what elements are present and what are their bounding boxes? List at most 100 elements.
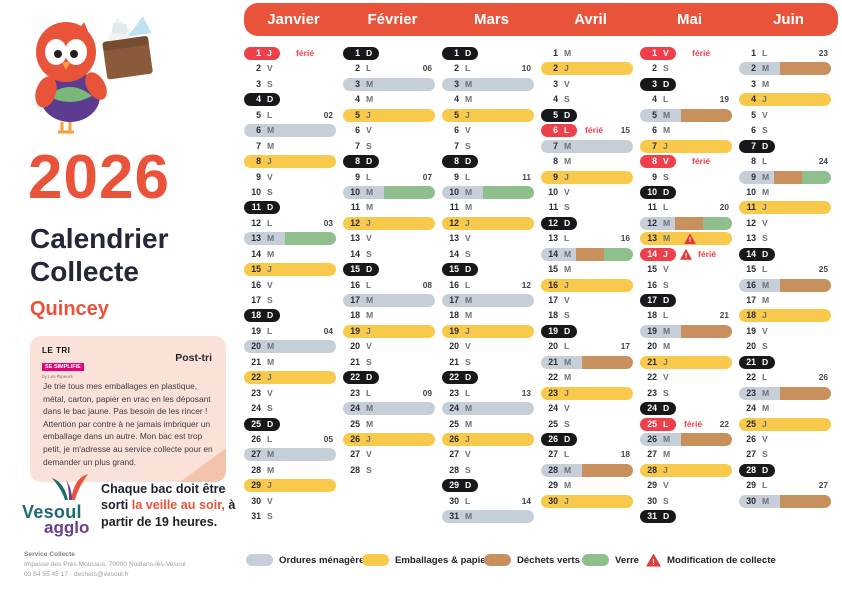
day-letter: D: [564, 325, 571, 336]
day-row: 20 V: [442, 339, 534, 354]
collection-bar-segment-dv: [582, 463, 633, 477]
day-letter: D: [366, 156, 373, 167]
sunday-pill: [640, 402, 676, 416]
day-number: 18: [251, 310, 261, 321]
week-number: 15: [620, 125, 630, 136]
day-letter: M: [465, 418, 473, 429]
collection-bar: [541, 170, 633, 184]
day-letter: M: [762, 279, 770, 290]
collection-bar: [343, 108, 435, 122]
collection-bar-segment-dv: [681, 108, 732, 122]
day-row: 13 S: [739, 231, 831, 246]
day-row: 31 S: [244, 509, 336, 524]
day-letter: J: [366, 433, 371, 444]
holiday-label: férié: [585, 125, 604, 136]
letri-logo-line2: SE SIMPLIFIE: [42, 363, 84, 371]
day-number: 24: [548, 403, 558, 414]
day-row: 22 J: [244, 370, 336, 385]
day-letter: D: [366, 48, 373, 58]
day-row: 11 J: [739, 200, 831, 215]
collection-bar-segment-om: [640, 108, 682, 122]
collection-bar-segment-ep: [343, 108, 435, 122]
day-row: 14 M: [541, 247, 633, 262]
day-row: 28 S: [442, 463, 534, 478]
week-number: 11: [522, 171, 531, 182]
day-number: 21: [251, 356, 261, 367]
day-number: 5: [553, 109, 558, 120]
day-letter: S: [465, 464, 471, 475]
legend-item-ve: Verre: [582, 551, 639, 569]
day-row: 23 L 09: [343, 386, 435, 401]
collection-bar: [343, 77, 435, 91]
week-number: 16: [620, 233, 630, 244]
legend-item-om: Ordures ménagères: [246, 551, 370, 569]
day-number: 13: [251, 233, 261, 244]
contact-line1: Service Collecte: [24, 551, 75, 558]
day-row: 23 M: [739, 386, 831, 401]
sunday-pill: [640, 185, 676, 199]
day-number: 16: [449, 279, 459, 290]
holiday-pill: [541, 124, 577, 138]
collection-bar-segment-om: [244, 448, 336, 462]
day-row: 28 M: [541, 463, 633, 478]
day-row: 16 L 08: [343, 278, 435, 293]
day-number: 13: [350, 233, 360, 244]
holiday-label: férié: [698, 248, 717, 259]
day-letter: M: [564, 140, 572, 151]
day-number: 4: [256, 94, 261, 105]
day-number: 23: [746, 387, 756, 398]
collection-bar-segment-om: [541, 247, 576, 261]
day-number: 9: [355, 171, 360, 182]
day-number: 1: [355, 48, 360, 58]
day-number: 25: [548, 418, 558, 429]
month-title: Janvier: [267, 11, 320, 28]
day-letter: M: [762, 495, 770, 506]
day-row: 30 L 14: [442, 494, 534, 509]
day-row: 20 M: [640, 339, 732, 354]
week-number: 22: [719, 418, 729, 429]
day-row: 17 S: [244, 293, 336, 308]
collection-bar: [541, 386, 633, 400]
day-row: 10 V: [541, 185, 633, 200]
day-row: 11 L 20: [640, 200, 732, 215]
day-number: 29: [647, 480, 657, 491]
day-row: 29 J: [244, 478, 336, 493]
day-number: 26: [449, 433, 459, 444]
day-row: 15 M: [541, 262, 633, 277]
day-row: 31 D: [640, 509, 732, 524]
sunday-pill: [244, 201, 280, 215]
week-number: 07: [422, 171, 432, 182]
day-number: 27: [350, 449, 360, 460]
week-number: 17: [620, 341, 630, 352]
collection-bar: [640, 139, 732, 153]
day-row: 27 S: [739, 447, 831, 462]
collection-bar-segment-ep: [244, 479, 336, 493]
day-letter: V: [663, 372, 669, 383]
week-number: 03: [323, 217, 333, 228]
day-row: 26 J: [343, 432, 435, 447]
day-letter: J: [663, 356, 668, 367]
day-number: 4: [553, 94, 558, 105]
day-number: 12: [548, 217, 558, 228]
day-number: 11: [449, 202, 459, 213]
calendar-title-line1: Calendrier: [30, 223, 169, 254]
collection-bar-segment-ep: [343, 324, 435, 338]
day-number: 26: [647, 433, 657, 444]
vesoul-logo-text2: agglo: [44, 518, 90, 537]
day-letter: L: [564, 233, 570, 244]
day-row: 23 S: [640, 386, 732, 401]
day-row: 27 V: [442, 447, 534, 462]
month-title: Février: [367, 11, 418, 28]
day-number: 10: [746, 186, 756, 197]
day-letter: D: [267, 418, 274, 429]
day-number: 16: [647, 279, 657, 290]
